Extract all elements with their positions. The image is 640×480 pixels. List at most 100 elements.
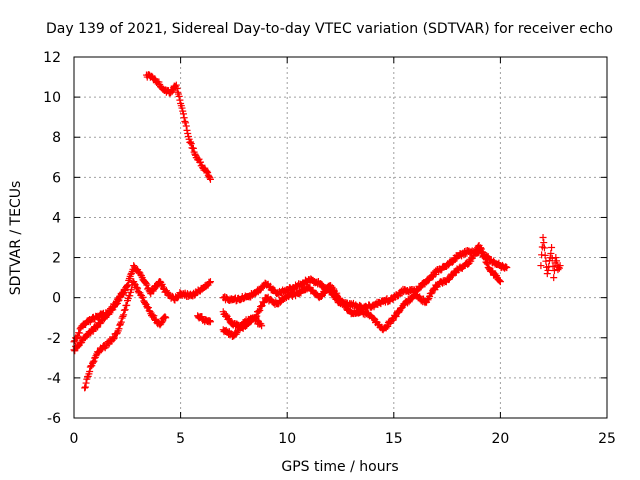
data-point <box>437 266 445 274</box>
x-tick-label: 15 <box>385 431 403 447</box>
data-point <box>176 96 184 104</box>
data-point <box>552 254 560 262</box>
data-point <box>86 368 94 376</box>
data-point <box>547 249 555 257</box>
data-point <box>161 313 169 321</box>
data-point <box>483 259 491 267</box>
data-point <box>496 278 504 286</box>
data-point <box>97 346 105 354</box>
x-tick-label: 10 <box>278 431 296 447</box>
data-point <box>187 138 195 146</box>
data-point <box>183 126 191 134</box>
data-point <box>130 280 138 288</box>
data-point <box>112 300 120 308</box>
data-point <box>460 251 468 259</box>
data-point <box>119 312 127 320</box>
data-point <box>503 264 511 272</box>
data-point <box>127 286 135 294</box>
data-point <box>189 144 197 152</box>
series-track-8 <box>219 308 266 332</box>
data-point <box>537 262 545 270</box>
data-point <box>191 150 199 158</box>
data-point <box>206 175 214 183</box>
data-point <box>477 245 485 253</box>
axis-ticks <box>73 56 608 419</box>
data-point <box>544 266 552 274</box>
y-tick-label: 0 <box>52 291 61 307</box>
data-point <box>479 249 487 257</box>
data-point <box>178 104 186 112</box>
data-point <box>232 330 240 338</box>
series-track-4 <box>70 286 129 346</box>
data-point <box>555 263 563 271</box>
data-point <box>225 315 233 323</box>
data-point <box>495 276 503 284</box>
data-point <box>113 299 121 307</box>
data-point <box>382 324 390 332</box>
data-point <box>429 272 437 280</box>
data-point <box>116 321 124 329</box>
y-axis-label: SDTVAR / TECUs <box>8 181 24 296</box>
data-point <box>182 122 190 130</box>
x-tick-label: 25 <box>598 431 616 447</box>
plot-frame <box>73 56 608 419</box>
data-point <box>73 333 81 341</box>
data-point <box>548 244 556 252</box>
data-point <box>317 292 325 300</box>
data-point <box>318 281 326 289</box>
data-point <box>142 279 150 287</box>
data-point <box>143 303 151 311</box>
data-point <box>126 292 134 300</box>
y-tick-label: 10 <box>43 90 61 106</box>
data-point <box>173 84 181 92</box>
data-point <box>110 335 118 343</box>
data-point <box>266 282 274 290</box>
data-point <box>82 379 90 387</box>
data-point <box>257 302 265 310</box>
data-point <box>89 327 97 335</box>
data-point <box>540 244 548 252</box>
data-point <box>139 293 147 301</box>
data-point <box>260 298 268 306</box>
data-point <box>541 251 549 259</box>
data-point <box>81 383 89 391</box>
data-point <box>416 284 424 292</box>
data-point <box>75 329 83 337</box>
data-series <box>70 71 564 392</box>
data-point <box>253 316 261 324</box>
x-tick-label: 20 <box>491 431 509 447</box>
data-point <box>206 174 214 182</box>
y-tick-label: 12 <box>43 50 61 66</box>
data-point <box>181 117 189 125</box>
data-point <box>120 290 128 298</box>
data-point <box>97 319 105 327</box>
series-track-1 <box>142 71 214 183</box>
data-point <box>470 252 478 260</box>
series-track-9 <box>537 234 564 282</box>
y-tick-label: 6 <box>52 170 61 186</box>
data-point <box>258 322 266 330</box>
data-point <box>145 307 153 315</box>
data-point <box>477 244 485 252</box>
data-point <box>184 129 192 137</box>
data-point <box>187 140 195 148</box>
y-tick-labels: -6 -4 -2 0 2 4 6 8 10 12 <box>43 50 61 427</box>
data-point <box>543 270 551 278</box>
data-point <box>123 301 131 309</box>
x-tick-label: 0 <box>70 431 79 447</box>
data-point <box>424 296 432 304</box>
data-point <box>81 384 89 392</box>
data-point <box>180 114 188 122</box>
data-point <box>90 357 98 365</box>
x-tick-labels: 0 5 10 15 20 25 <box>70 431 616 447</box>
data-point <box>340 299 348 307</box>
data-point <box>152 283 160 291</box>
data-point <box>548 254 556 262</box>
data-point <box>182 119 190 127</box>
grid-lines <box>74 57 607 418</box>
x-tick-label: 5 <box>176 431 185 447</box>
data-point <box>74 332 82 340</box>
data-point <box>196 158 204 166</box>
data-point <box>464 260 472 268</box>
data-point <box>92 324 100 332</box>
